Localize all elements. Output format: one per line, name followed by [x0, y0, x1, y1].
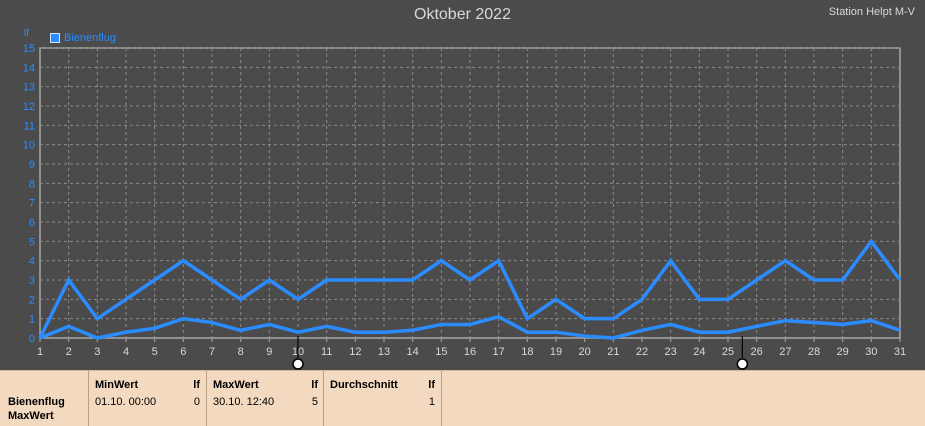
series-line-2 [39, 314, 901, 340]
chart-title: Oktober 2022 [414, 6, 511, 23]
x-tick-label: 1 [37, 346, 43, 358]
x-tick-label: 2 [66, 346, 72, 358]
x-tick-label: 26 [751, 346, 763, 358]
y-tick-label: 13 [23, 82, 35, 94]
station-label: Station Helpt M-V [828, 6, 915, 18]
y-tick-label: 1 [29, 314, 35, 326]
y-axis-unit: lf [24, 28, 29, 39]
x-tick-label: 17 [493, 346, 505, 358]
stats-max-unit: lf [311, 379, 318, 391]
x-tick-label: 19 [550, 346, 562, 358]
y-tick-label: 4 [29, 256, 35, 268]
legend: Bienenflug [50, 32, 116, 44]
x-tick-label: 20 [579, 346, 591, 358]
x-tick-label: 23 [665, 346, 677, 358]
stats-avg-value: 1 [428, 396, 435, 408]
x-tick-label: 16 [464, 346, 476, 358]
marker-circle [736, 358, 749, 370]
y-tick-label: 3 [29, 275, 35, 287]
y-tick-label: 5 [29, 236, 35, 248]
y-tick-label: 7 [29, 198, 35, 210]
x-tick-label: 6 [180, 346, 186, 358]
stats-max-value: 5 [311, 396, 318, 408]
x-tick-label: 29 [837, 346, 849, 358]
x-tick-label: 13 [378, 346, 390, 358]
x-tick-label: 3 [94, 346, 100, 358]
y-tick-label: 2 [29, 294, 35, 306]
x-tick-label: 22 [636, 346, 648, 358]
stats-max-time: 30.10. 12:40 [213, 396, 275, 408]
y-tick-label: 10 [23, 140, 35, 152]
series-line-1 [38, 238, 902, 339]
x-tick-label: 7 [209, 346, 215, 358]
stats-min-time: 01.10. 00:00 [95, 396, 157, 408]
legend-swatch [50, 33, 60, 43]
chart-area: Oktober 2022 Station Helpt M-V lf Bienen… [22, 6, 915, 370]
stats-avg-header: Durchschnitt [330, 379, 398, 391]
y-tick-label: 0 [29, 333, 35, 345]
legend-label: Bienenflug [64, 32, 116, 44]
stats-kind-label: MaxWert [8, 410, 54, 422]
y-tick-label: 12 [23, 101, 35, 113]
y-tick-label: 11 [24, 120, 35, 132]
y-tick-label: 14 [23, 62, 35, 74]
x-tick-label: 9 [266, 346, 272, 358]
x-tick-label: 18 [521, 346, 533, 358]
stats-series-label: Bienenflug [8, 396, 65, 408]
stats-max-cell: MaxWert lf 30.10. 12:40 5 [206, 371, 324, 426]
x-tick-label: 31 [894, 346, 906, 358]
marker-circle [292, 358, 304, 370]
stats-min-unit: lf [193, 379, 200, 391]
stats-avg-cell: Durchschnitt lf 1 [323, 371, 441, 426]
y-tick-label: 8 [29, 178, 35, 190]
x-tick-label: 14 [407, 346, 419, 358]
stats-max-header: MaxWert [213, 379, 259, 391]
x-tick-label: 11 [321, 346, 332, 358]
stats-min-value: 0 [193, 396, 200, 408]
x-tick-label: 12 [349, 346, 361, 358]
x-tick-label: 28 [808, 346, 820, 358]
stats-panel: Bienenflug MaxWert MinWert lf 01.10. 00:… [0, 370, 925, 426]
x-tick-label: 5 [152, 346, 158, 358]
x-tick-label: 4 [123, 346, 129, 358]
y-tick-label: 15 [23, 43, 35, 55]
x-tick-label: 15 [435, 346, 447, 358]
stats-divider [441, 371, 442, 426]
x-tick-label: 25 [722, 346, 734, 358]
stats-min-cell: MinWert lf 01.10. 00:00 0 [88, 371, 206, 426]
x-tick-label: 21 [607, 346, 619, 358]
y-tick-label: 6 [29, 217, 35, 229]
y-tick-label: 9 [29, 159, 35, 171]
x-tick-label: 27 [779, 346, 791, 358]
stats-row-labels: Bienenflug MaxWert [8, 395, 65, 423]
x-tick-label: 8 [238, 346, 244, 358]
x-tick-label: 30 [865, 346, 877, 358]
stats-min-header: MinWert [95, 379, 139, 391]
stats-avg-unit: lf [428, 379, 435, 391]
x-tick-label: 24 [693, 346, 705, 358]
